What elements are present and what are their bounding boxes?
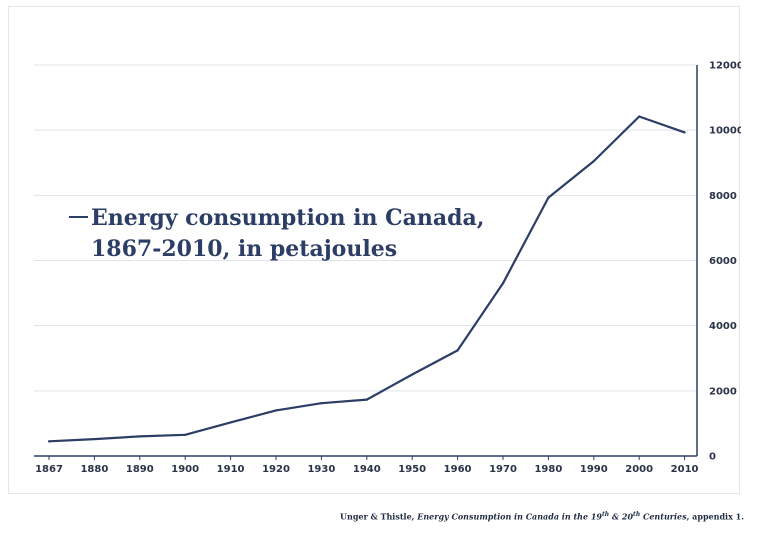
chart-frame: 0 2000 4000 6000 8000 10000 12000 1867 1880 1890 1… <box>8 6 741 494</box>
source-authors: Unger & Thistle, <box>340 511 418 522</box>
data-point <box>547 196 550 199</box>
data-point <box>184 433 187 436</box>
series-line-energy <box>48 115 685 443</box>
x-tick-label: 1910 <box>217 464 245 475</box>
data-point <box>365 398 368 401</box>
data-point <box>47 440 51 443</box>
source-title-sup-2: th <box>633 511 641 518</box>
x-tick-label: 1980 <box>534 464 562 475</box>
legend-label-line-1: Energy consumption in Canada, <box>91 205 485 231</box>
data-point <box>93 437 96 441</box>
data-point <box>683 131 686 134</box>
data-point <box>138 435 141 438</box>
chart-legend: Energy consumption in Canada, 1867-2010,… <box>69 203 484 265</box>
y-tick-label: 8000 <box>709 191 737 202</box>
data-point <box>274 409 278 412</box>
x-tick-label: 1970 <box>489 464 517 475</box>
x-tick-label: 2000 <box>625 464 653 475</box>
source-title-part-2: & 20 <box>609 511 634 522</box>
source-citation: Unger & Thistle, Energy Consumption in C… <box>340 511 744 522</box>
y-tick-label: 0 <box>709 452 716 463</box>
source-suffix: , appendix 1. <box>686 511 744 522</box>
source-title-part-1: Energy Consumption in Canada in the 19 <box>417 511 602 522</box>
data-point <box>229 421 232 424</box>
y-tick-label: 4000 <box>709 321 737 332</box>
x-tick-label: 1867 <box>35 464 63 475</box>
data-point <box>592 160 595 163</box>
x-tick-label: 1920 <box>262 464 290 475</box>
line-chart: 0 2000 4000 6000 8000 10000 12000 1867 1880 1890 1… <box>34 61 741 475</box>
y-tick-label: 10000 <box>709 126 741 137</box>
y-tick-label: 12000 <box>709 61 741 72</box>
data-point <box>638 115 641 118</box>
legend-label-line-2: 1867-2010, in petajoules <box>91 236 398 262</box>
data-point <box>411 373 414 376</box>
source-title-part-3: Centuries <box>640 511 687 522</box>
data-point <box>320 402 323 405</box>
x-tick-label: 1880 <box>80 464 108 475</box>
x-tick-label: 2010 <box>671 464 699 475</box>
source-title-sup-1: th <box>601 511 610 518</box>
y-tick-label: 2000 <box>709 386 737 397</box>
x-tick-label: 1990 <box>580 464 608 475</box>
legend-line-swatch <box>69 216 88 218</box>
x-tick-label: 1890 <box>126 464 154 475</box>
data-point <box>501 282 505 285</box>
data-point <box>456 349 459 352</box>
y-tick-label: 6000 <box>709 256 737 267</box>
x-tick-label: 1950 <box>398 464 426 475</box>
x-tick-label: 1930 <box>307 464 335 475</box>
x-tick-label: 1940 <box>353 464 381 475</box>
x-tick-label: 1900 <box>171 464 199 475</box>
x-tick-label: 1960 <box>444 464 472 475</box>
